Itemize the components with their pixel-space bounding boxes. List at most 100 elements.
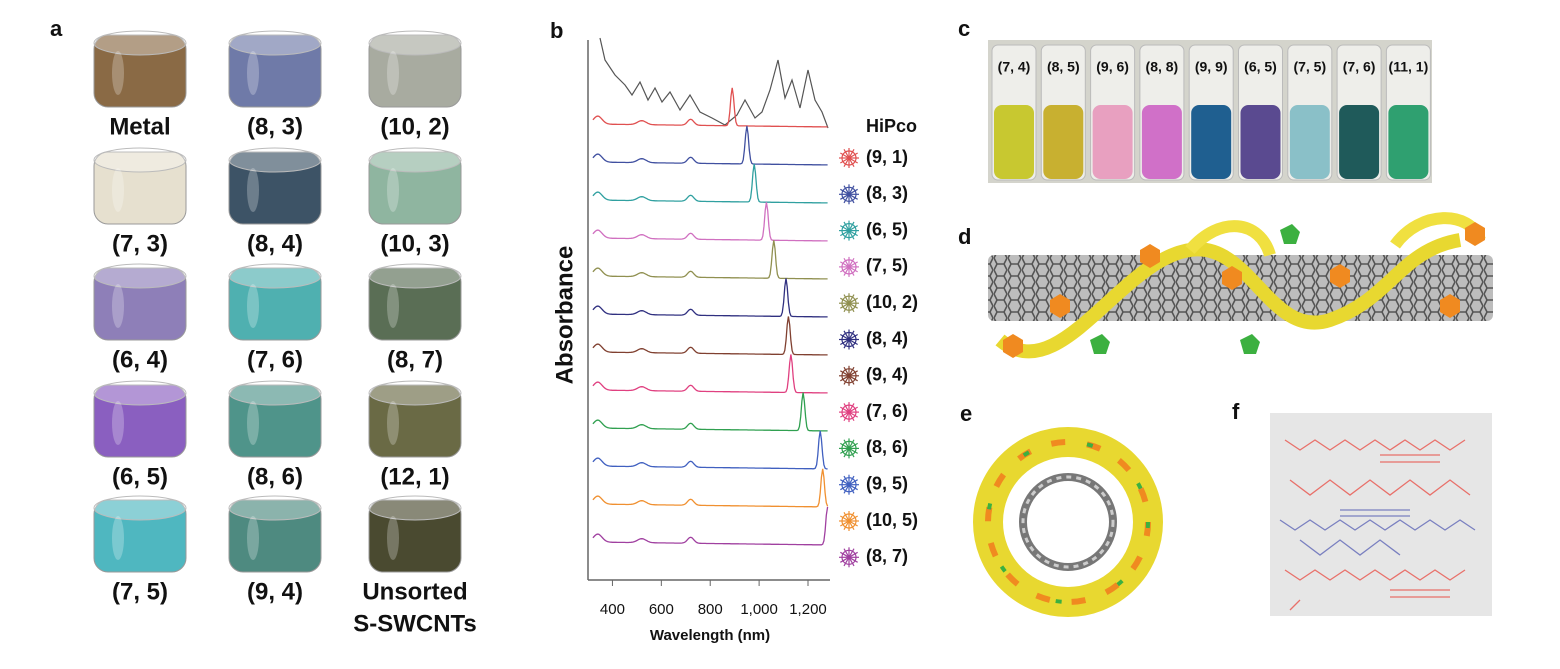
legend-icon-spoke: [840, 370, 850, 377]
legend-label: (9, 1): [866, 147, 908, 167]
legend-icon: [839, 148, 859, 168]
hipco-trace: [599, 37, 829, 129]
legend-icon: [839, 438, 859, 459]
legend-icon: [839, 256, 859, 277]
tube-liquid: [1240, 105, 1281, 179]
legend-icon-spoke: [848, 194, 855, 204]
legend-label: (9, 5): [866, 473, 908, 493]
legend-icon-spoke: [848, 475, 855, 486]
x-axis-label: Wavelength (nm): [650, 627, 770, 644]
tube-label: (7, 5): [1293, 59, 1326, 75]
legend-icon-spoke: [840, 411, 850, 418]
legend-icon-spoke: [848, 484, 855, 494]
x-tick-label: 1,000: [740, 601, 778, 618]
legend-icon-spoke: [843, 556, 850, 567]
legend-icon-spoke: [848, 556, 858, 563]
legend-icon-spoke: [840, 230, 850, 237]
vial-top: [93, 380, 187, 406]
tube-liquid: [1289, 105, 1330, 179]
legend-icon-spoke: [843, 475, 850, 486]
legend-icon-spoke: [848, 339, 855, 349]
tube-label: (9, 6): [1096, 59, 1129, 75]
panel-letter: c: [958, 16, 970, 41]
legend-label: (8, 6): [866, 437, 908, 457]
spectrum: [592, 87, 828, 128]
panel-letter: b: [550, 18, 563, 43]
vial-top: [368, 495, 462, 521]
legend-icon-spoke: [843, 149, 850, 159]
legend-icon-spoke: [843, 512, 850, 522]
legend-icon-spoke: [843, 302, 850, 313]
vial-shine: [387, 401, 399, 445]
vial-top: [228, 147, 322, 173]
legend-label: (8, 7): [866, 546, 908, 566]
legend-icon-spoke: [840, 515, 850, 522]
legend-icon-spoke: [843, 266, 850, 276]
panel-letter: d: [958, 224, 971, 249]
legend-icon-spoke: [848, 520, 858, 527]
vial-label: Metal: [109, 113, 170, 140]
legend-icon-spoke: [848, 230, 855, 240]
legend-icon-spoke: [843, 448, 850, 458]
vial-label: (7, 6): [247, 346, 303, 373]
vial-shine: [247, 401, 259, 445]
tube-label: (8, 8): [1146, 59, 1179, 75]
legend-label: (10, 2): [866, 292, 918, 312]
tube-liquid: [1141, 105, 1182, 179]
legend-icon-spoke: [840, 261, 850, 268]
legend-icon-spoke: [848, 439, 855, 449]
vial-label: (10, 3): [380, 230, 449, 257]
legend-icon-spoke: [848, 266, 858, 273]
legend-label: (7, 5): [866, 256, 908, 276]
legend-icon-ring: [841, 477, 857, 493]
legend-icon-spoke: [843, 221, 850, 231]
legend-icon-ring: [841, 404, 857, 420]
legend-icon-spoke: [840, 188, 850, 195]
legend-icon-spoke: [843, 257, 850, 268]
legend-icon-ring: [841, 150, 857, 166]
vial-label: (9, 4): [247, 578, 303, 605]
legend-icon-spoke: [840, 297, 850, 304]
x-tick-label: 600: [649, 601, 674, 618]
legend-icon-spoke: [848, 302, 858, 309]
spectrum: [592, 392, 828, 432]
legend-icon-spoke: [840, 551, 850, 558]
legend-icon-spoke: [848, 406, 858, 413]
legend-icon-spoke: [840, 338, 850, 346]
vial-label: (12, 1): [380, 463, 449, 490]
vial-shine: [387, 168, 399, 212]
tube-label: (8, 5): [1047, 59, 1080, 75]
legend-icon-spoke: [840, 302, 850, 309]
vial-label: (6, 4): [112, 346, 168, 373]
legend-icon-spoke: [848, 221, 855, 231]
vial-label: (8, 6): [247, 463, 303, 490]
legend-icon-spoke: [843, 366, 850, 377]
legend-icon-ring: [841, 368, 857, 384]
legend-icon-spoke: [848, 188, 858, 195]
legend-label: (8, 3): [866, 183, 908, 203]
legend-icon: [839, 511, 859, 531]
legend-icon-spoke: [840, 375, 850, 382]
legend-icon-spoke: [848, 403, 855, 413]
legend-icon-spoke: [848, 375, 858, 382]
legend-icon-spoke: [840, 152, 850, 159]
spectrum: [592, 354, 828, 394]
vial-shine: [247, 51, 259, 95]
legend-icon-spoke: [848, 484, 858, 491]
legend-icon-spoke: [843, 439, 850, 449]
vial-shine: [247, 168, 259, 212]
legend-icon-spoke: [848, 411, 858, 418]
legend-label: (8, 4): [866, 328, 908, 348]
legend-icon-spoke: [843, 339, 850, 349]
legend-icon-spoke: [848, 266, 855, 276]
legend-icon-spoke: [848, 297, 858, 304]
vial-shine: [112, 168, 124, 212]
panel-letter: f: [1232, 399, 1240, 424]
x-tick-label: 1,200: [789, 601, 827, 618]
legend-icon-spoke: [848, 366, 855, 377]
vial-top: [228, 263, 322, 289]
legend-icon-spoke: [848, 257, 855, 268]
vial-shine: [387, 284, 399, 328]
legend-icon-spoke: [848, 411, 855, 422]
